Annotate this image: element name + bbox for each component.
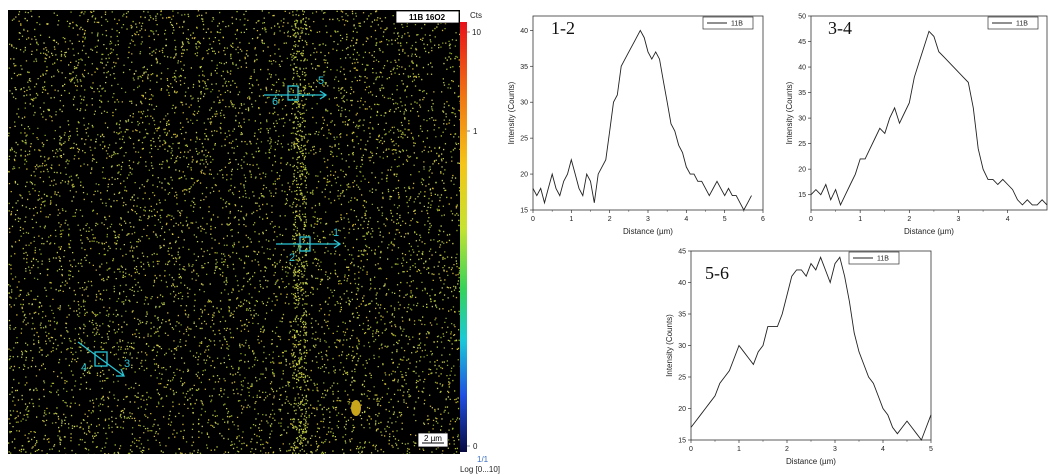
x-tick-label: 1	[858, 216, 862, 223]
y-tick-label: 20	[798, 167, 806, 174]
y-tick-label: 20	[520, 172, 528, 179]
map-canvas: 11B 16O2 2 µm 5 6 1 2 3 4	[8, 10, 460, 454]
profile-box-5-6	[287, 85, 299, 101]
legend-entry: 11B	[731, 21, 743, 28]
x-tick-label: 5	[929, 446, 933, 453]
chart-title: 3-4	[828, 18, 852, 38]
legend: 11B	[702, 16, 754, 30]
elemental-map: 11B 16O2 2 µm 5 6 1 2 3 4	[8, 10, 460, 454]
colorbar-unit: Cts	[470, 11, 482, 20]
y-tick-label: 45	[798, 39, 806, 46]
y-tick-label: 15	[520, 208, 528, 215]
marker-3: 3	[124, 358, 130, 370]
x-tick-label: 0	[689, 446, 693, 453]
y-tick-label: 25	[798, 141, 806, 148]
y-tick-label: 40	[520, 28, 528, 35]
x-tick-label: 0	[531, 216, 535, 223]
y-axis-label: Intensity (Counts)	[507, 81, 516, 144]
x-tick-label: 3	[957, 216, 961, 223]
x-tick-label: 3	[833, 446, 837, 453]
x-tick-label: 3	[646, 216, 650, 223]
chart-profile-5-6: 0 1 2 3 4 5 15 20 25 30 35 40 45 Distance (µm) Intensi…	[663, 243, 945, 475]
map-title: 11B 16O2	[409, 13, 446, 22]
colorbar-tick-0: 0	[473, 442, 478, 451]
arrow-head-3	[116, 368, 125, 377]
marker-4: 4	[81, 362, 87, 374]
scale-bar-label: 2 µm	[424, 434, 442, 443]
map-title-box: 11B 16O2	[395, 10, 460, 24]
marker-2: 2	[289, 252, 295, 264]
x-tick-label: 0	[809, 216, 813, 223]
y-tick-label: 35	[520, 64, 528, 71]
colorbar-gradient	[460, 22, 467, 452]
profile-line-3-4	[77, 341, 125, 377]
x-tick-label: 5	[723, 216, 727, 223]
chart-title: 5-6	[705, 263, 729, 283]
y-tick-label: 30	[798, 116, 806, 123]
marker-6: 6	[272, 96, 278, 108]
y-tick-label: 25	[520, 136, 528, 143]
y-tick-label: 30	[678, 343, 686, 350]
colorbar: Cts 10 1 0 1/1 Log [0...10]	[460, 10, 505, 475]
y-tick-label: 45	[678, 249, 686, 256]
colorbar-tick-10: 10	[472, 28, 481, 37]
x-axis-label: Distance (µm)	[904, 227, 954, 236]
colorbar-tick-1: 1	[473, 127, 478, 136]
line-profile-markers	[77, 85, 342, 377]
legend-entry: 11B	[1016, 21, 1028, 28]
y-tick-label: 50	[798, 14, 806, 21]
plot-frame	[810, 15, 1048, 211]
legend: 11B	[848, 251, 900, 265]
y-tick-label: 25	[678, 375, 686, 382]
plot-frame	[532, 15, 764, 211]
y-tick-label: 40	[798, 65, 806, 72]
chart-profile-3-4: 0 1 2 3 4 15 20 25 30 35 40 45 50 Distance (µm) Intens…	[778, 8, 1051, 248]
y-axis-label: Intensity (Counts)	[785, 81, 794, 144]
y-axis-label: Intensity (Counts)	[665, 314, 674, 377]
frame-label: 1/1	[477, 455, 489, 464]
marker-5: 5	[318, 75, 324, 87]
chart-profile-1-2: 0 1 2 3 4 5 6 15 20 25 30 35 40 Distance (µm) Intensit…	[503, 8, 771, 248]
y-tick-label: 20	[678, 406, 686, 413]
x-tick-label: 2	[907, 216, 911, 223]
x-tick-label: 1	[569, 216, 573, 223]
y-tick-label: 35	[678, 312, 686, 319]
series-line-11B	[810, 30, 1048, 207]
x-tick-label: 4	[1006, 216, 1010, 223]
x-tick-label: 2	[608, 216, 612, 223]
map-signal-dots	[8, 10, 460, 454]
x-axis-label: Distance (µm)	[786, 457, 836, 466]
series-line-11B	[532, 29, 752, 211]
y-tick-label: 15	[798, 192, 806, 199]
legend: 11B	[987, 16, 1039, 30]
profile-box-3-4	[94, 351, 108, 367]
x-tick-label: 2	[785, 446, 789, 453]
x-tick-label: 4	[881, 446, 885, 453]
y-tick-label: 40	[678, 280, 686, 287]
legend-entry: 11B	[877, 256, 889, 263]
arrow-head-5	[319, 90, 328, 100]
scale-bar: 2 µm	[417, 432, 449, 448]
x-axis-label: Distance (µm)	[623, 227, 673, 236]
bright-spot	[351, 400, 361, 416]
profile-box-1-2	[299, 236, 311, 252]
x-tick-label: 4	[684, 216, 688, 223]
log-scale-label: Log [0...10]	[460, 465, 500, 474]
chart-title: 1-2	[551, 18, 575, 38]
x-tick-label: 6	[761, 216, 765, 223]
y-tick-label: 30	[520, 100, 528, 107]
series-line-11B	[690, 256, 932, 441]
y-tick-label: 15	[678, 438, 686, 445]
y-tick-label: 35	[798, 90, 806, 97]
x-tick-label: 1	[737, 446, 741, 453]
arrow-head-1	[333, 239, 342, 249]
marker-1: 1	[333, 227, 339, 239]
